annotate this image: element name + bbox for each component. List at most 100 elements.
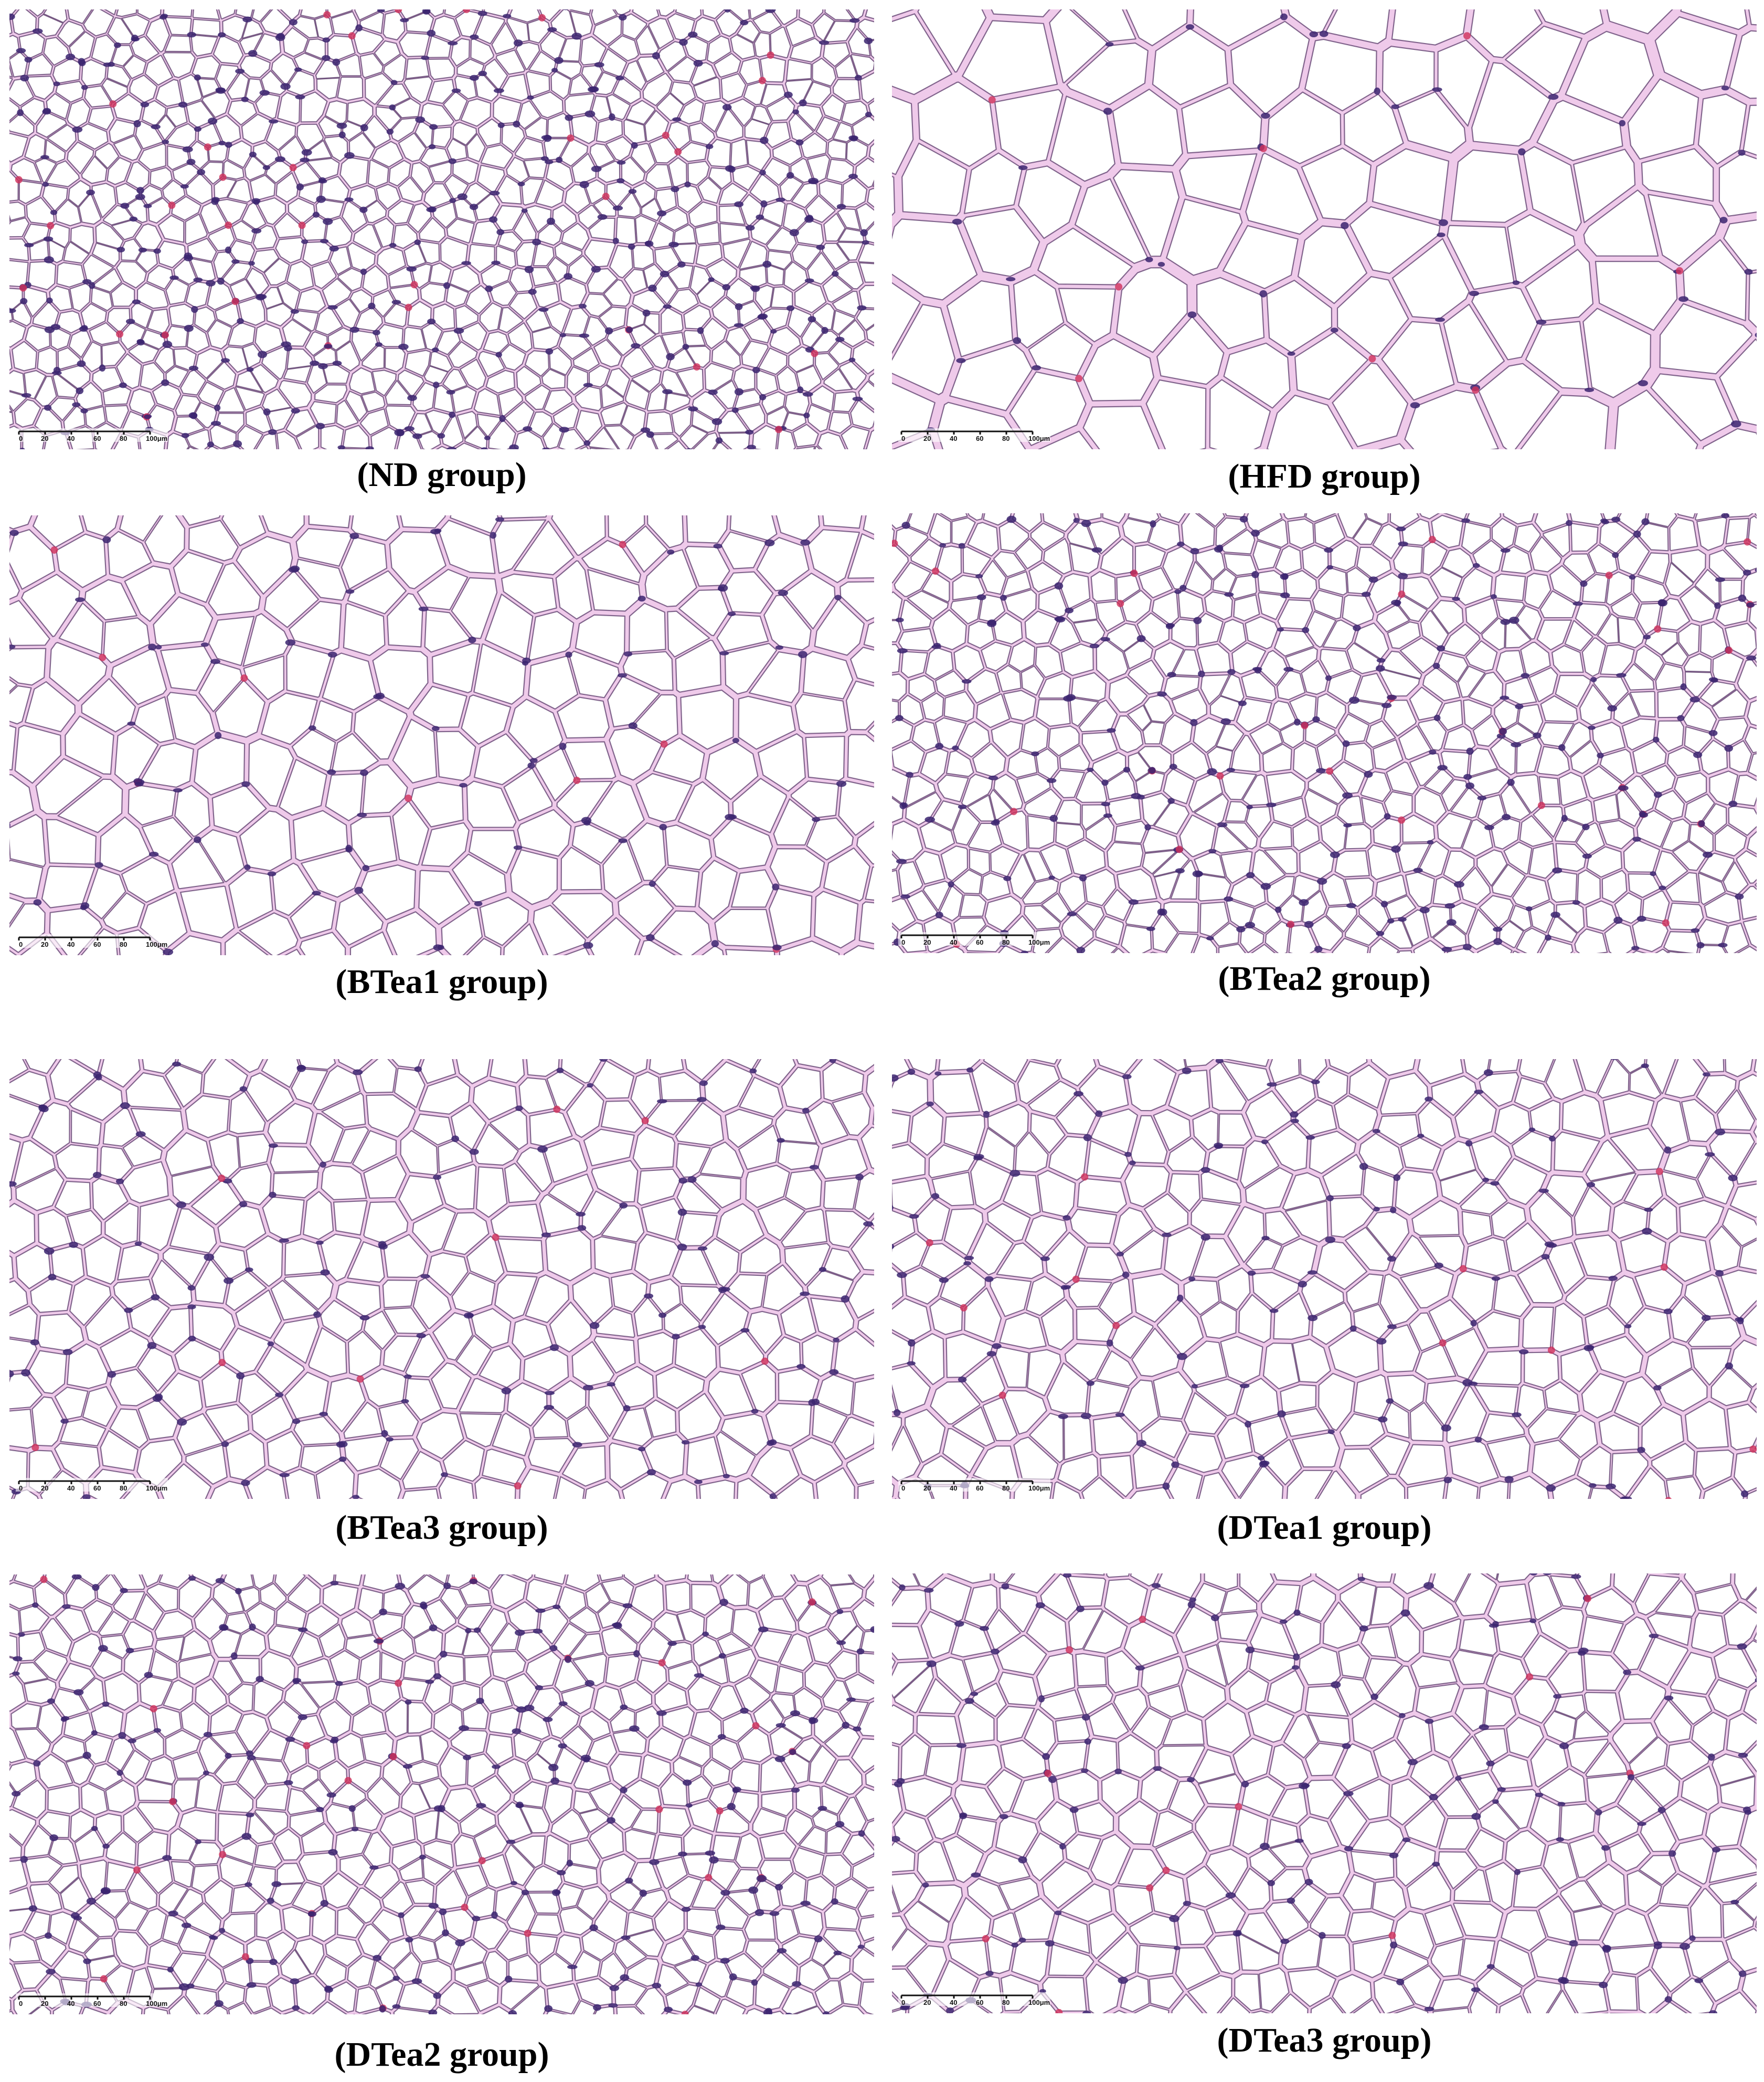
adipocyte-cell <box>26 54 54 76</box>
adipocyte-cell <box>920 748 949 783</box>
cell-nucleus <box>42 182 49 187</box>
cell-nucleus <box>138 247 147 253</box>
adipocyte-cell <box>500 73 529 102</box>
cell-nucleus <box>1176 1294 1184 1302</box>
cell-nucleus <box>187 1304 196 1309</box>
adipocyte-cell <box>661 307 684 334</box>
adipocyte-cell <box>822 1679 852 1711</box>
adipocyte-cell <box>9 1634 18 1659</box>
cell-nucleus <box>353 1069 363 1075</box>
adipocyte-cell <box>1304 789 1338 825</box>
cell-nucleus <box>1290 1111 1299 1118</box>
adipocyte-cell <box>204 1879 233 1920</box>
cell-nucleus <box>789 229 799 237</box>
cell-nucleus <box>239 1201 248 1208</box>
cell-nucleus <box>1640 812 1648 818</box>
adipocyte-cell <box>739 1076 784 1118</box>
adipocyte-cell <box>81 1783 108 1816</box>
adipocyte-cell <box>421 322 443 351</box>
cell-nucleus <box>267 1341 274 1347</box>
adipocyte-cell <box>1398 950 1412 953</box>
adipocyte-cell <box>1443 513 1468 520</box>
cell-nucleus <box>1058 1413 1068 1419</box>
cell-nucleus <box>391 300 401 305</box>
adipocyte-cell <box>111 648 167 705</box>
adipocyte-cell <box>682 1930 716 1963</box>
cell-nucleus <box>1162 1232 1172 1237</box>
adipocyte-cell <box>172 1751 207 1779</box>
cell-nucleus <box>190 412 197 419</box>
cell-nucleus <box>1254 668 1261 674</box>
adipocyte-cell <box>513 521 575 576</box>
adipocyte-cell <box>587 268 618 294</box>
cell-nucleus <box>597 214 608 220</box>
adipocyte-cell <box>224 1612 252 1634</box>
cell-nucleus <box>1175 868 1185 874</box>
adipocyte-cell <box>892 1059 911 1079</box>
adipocyte-cell <box>218 1783 253 1813</box>
adipocyte-cell <box>836 241 864 261</box>
cell-nucleus <box>1469 291 1479 297</box>
adipocyte-cell <box>835 55 858 79</box>
adipocyte-cell <box>525 384 551 410</box>
cell-nucleus <box>1696 942 1705 948</box>
micrograph-panel-dtea2: 0 20 40 60 80 100μm <box>9 1574 874 2014</box>
adipocyte-cell <box>1422 541 1448 576</box>
adipocyte-cell <box>1736 850 1757 884</box>
adipocyte-cell <box>717 410 750 434</box>
adipocyte-cell <box>829 1650 857 1679</box>
cell-nucleus <box>796 1364 806 1369</box>
adipocyte-cell <box>523 1348 569 1391</box>
adipocyte-cell <box>310 1113 344 1164</box>
cell-nucleus <box>327 769 336 775</box>
adipocyte-cell <box>557 1883 583 1909</box>
adipocyte-cell <box>327 9 353 18</box>
adipocyte-cell <box>207 445 219 449</box>
cell-nucleus <box>81 84 88 90</box>
cell-nucleus <box>899 802 907 809</box>
adipocyte-cell <box>413 1627 443 1660</box>
adipocyte-cell <box>1428 1299 1474 1343</box>
adipocyte-cell <box>799 1826 826 1855</box>
cell-nucleus <box>1441 1424 1451 1432</box>
adipocyte-cell <box>1292 1338 1331 1383</box>
adipocyte-cell <box>238 297 265 326</box>
adipocyte-cell <box>1047 937 1078 953</box>
cell-nucleus <box>1316 768 1326 774</box>
erythrocyte <box>218 1359 226 1367</box>
cell-nucleus <box>547 217 555 225</box>
adipocyte-cell <box>342 425 370 449</box>
erythrocyte <box>602 193 610 200</box>
adipocyte-cell <box>1477 794 1506 827</box>
adipocyte-cell <box>1659 303 1752 375</box>
adipocyte-cell <box>835 1059 874 1073</box>
adipocyte-cell <box>847 533 874 579</box>
cell-nucleus <box>1610 1059 1619 1060</box>
adipocyte-cell <box>857 1312 874 1343</box>
cell-nucleus <box>711 940 719 947</box>
cell-nucleus <box>966 1067 973 1073</box>
adipocyte-cell <box>14 725 61 784</box>
adipocyte-cell <box>388 160 411 187</box>
cell-nucleus <box>1393 1174 1401 1181</box>
adipocyte-cell <box>235 386 265 411</box>
adipocyte-cell <box>372 649 429 710</box>
cell-nucleus <box>420 1274 430 1278</box>
adipocyte-cell <box>892 1112 911 1146</box>
adipocyte-cell <box>1024 788 1062 819</box>
adipocyte-cell <box>694 1986 721 2013</box>
adipocyte-cell <box>294 1938 325 1975</box>
cell-nucleus <box>290 565 300 572</box>
adipocyte-cell <box>967 522 999 557</box>
adipocyte-cell <box>1071 672 1107 701</box>
cell-nucleus <box>418 606 429 611</box>
adipocyte-cell <box>180 885 235 938</box>
cell-nucleus <box>775 197 785 202</box>
adipocyte-cell <box>775 1477 815 1499</box>
adipocyte-cell <box>525 205 552 233</box>
adipocyte-cell <box>295 527 353 567</box>
cell-nucleus <box>637 596 646 602</box>
cell-nucleus <box>338 131 346 139</box>
cell-nucleus <box>607 1382 615 1387</box>
adipocyte-cell <box>260 1582 286 1610</box>
